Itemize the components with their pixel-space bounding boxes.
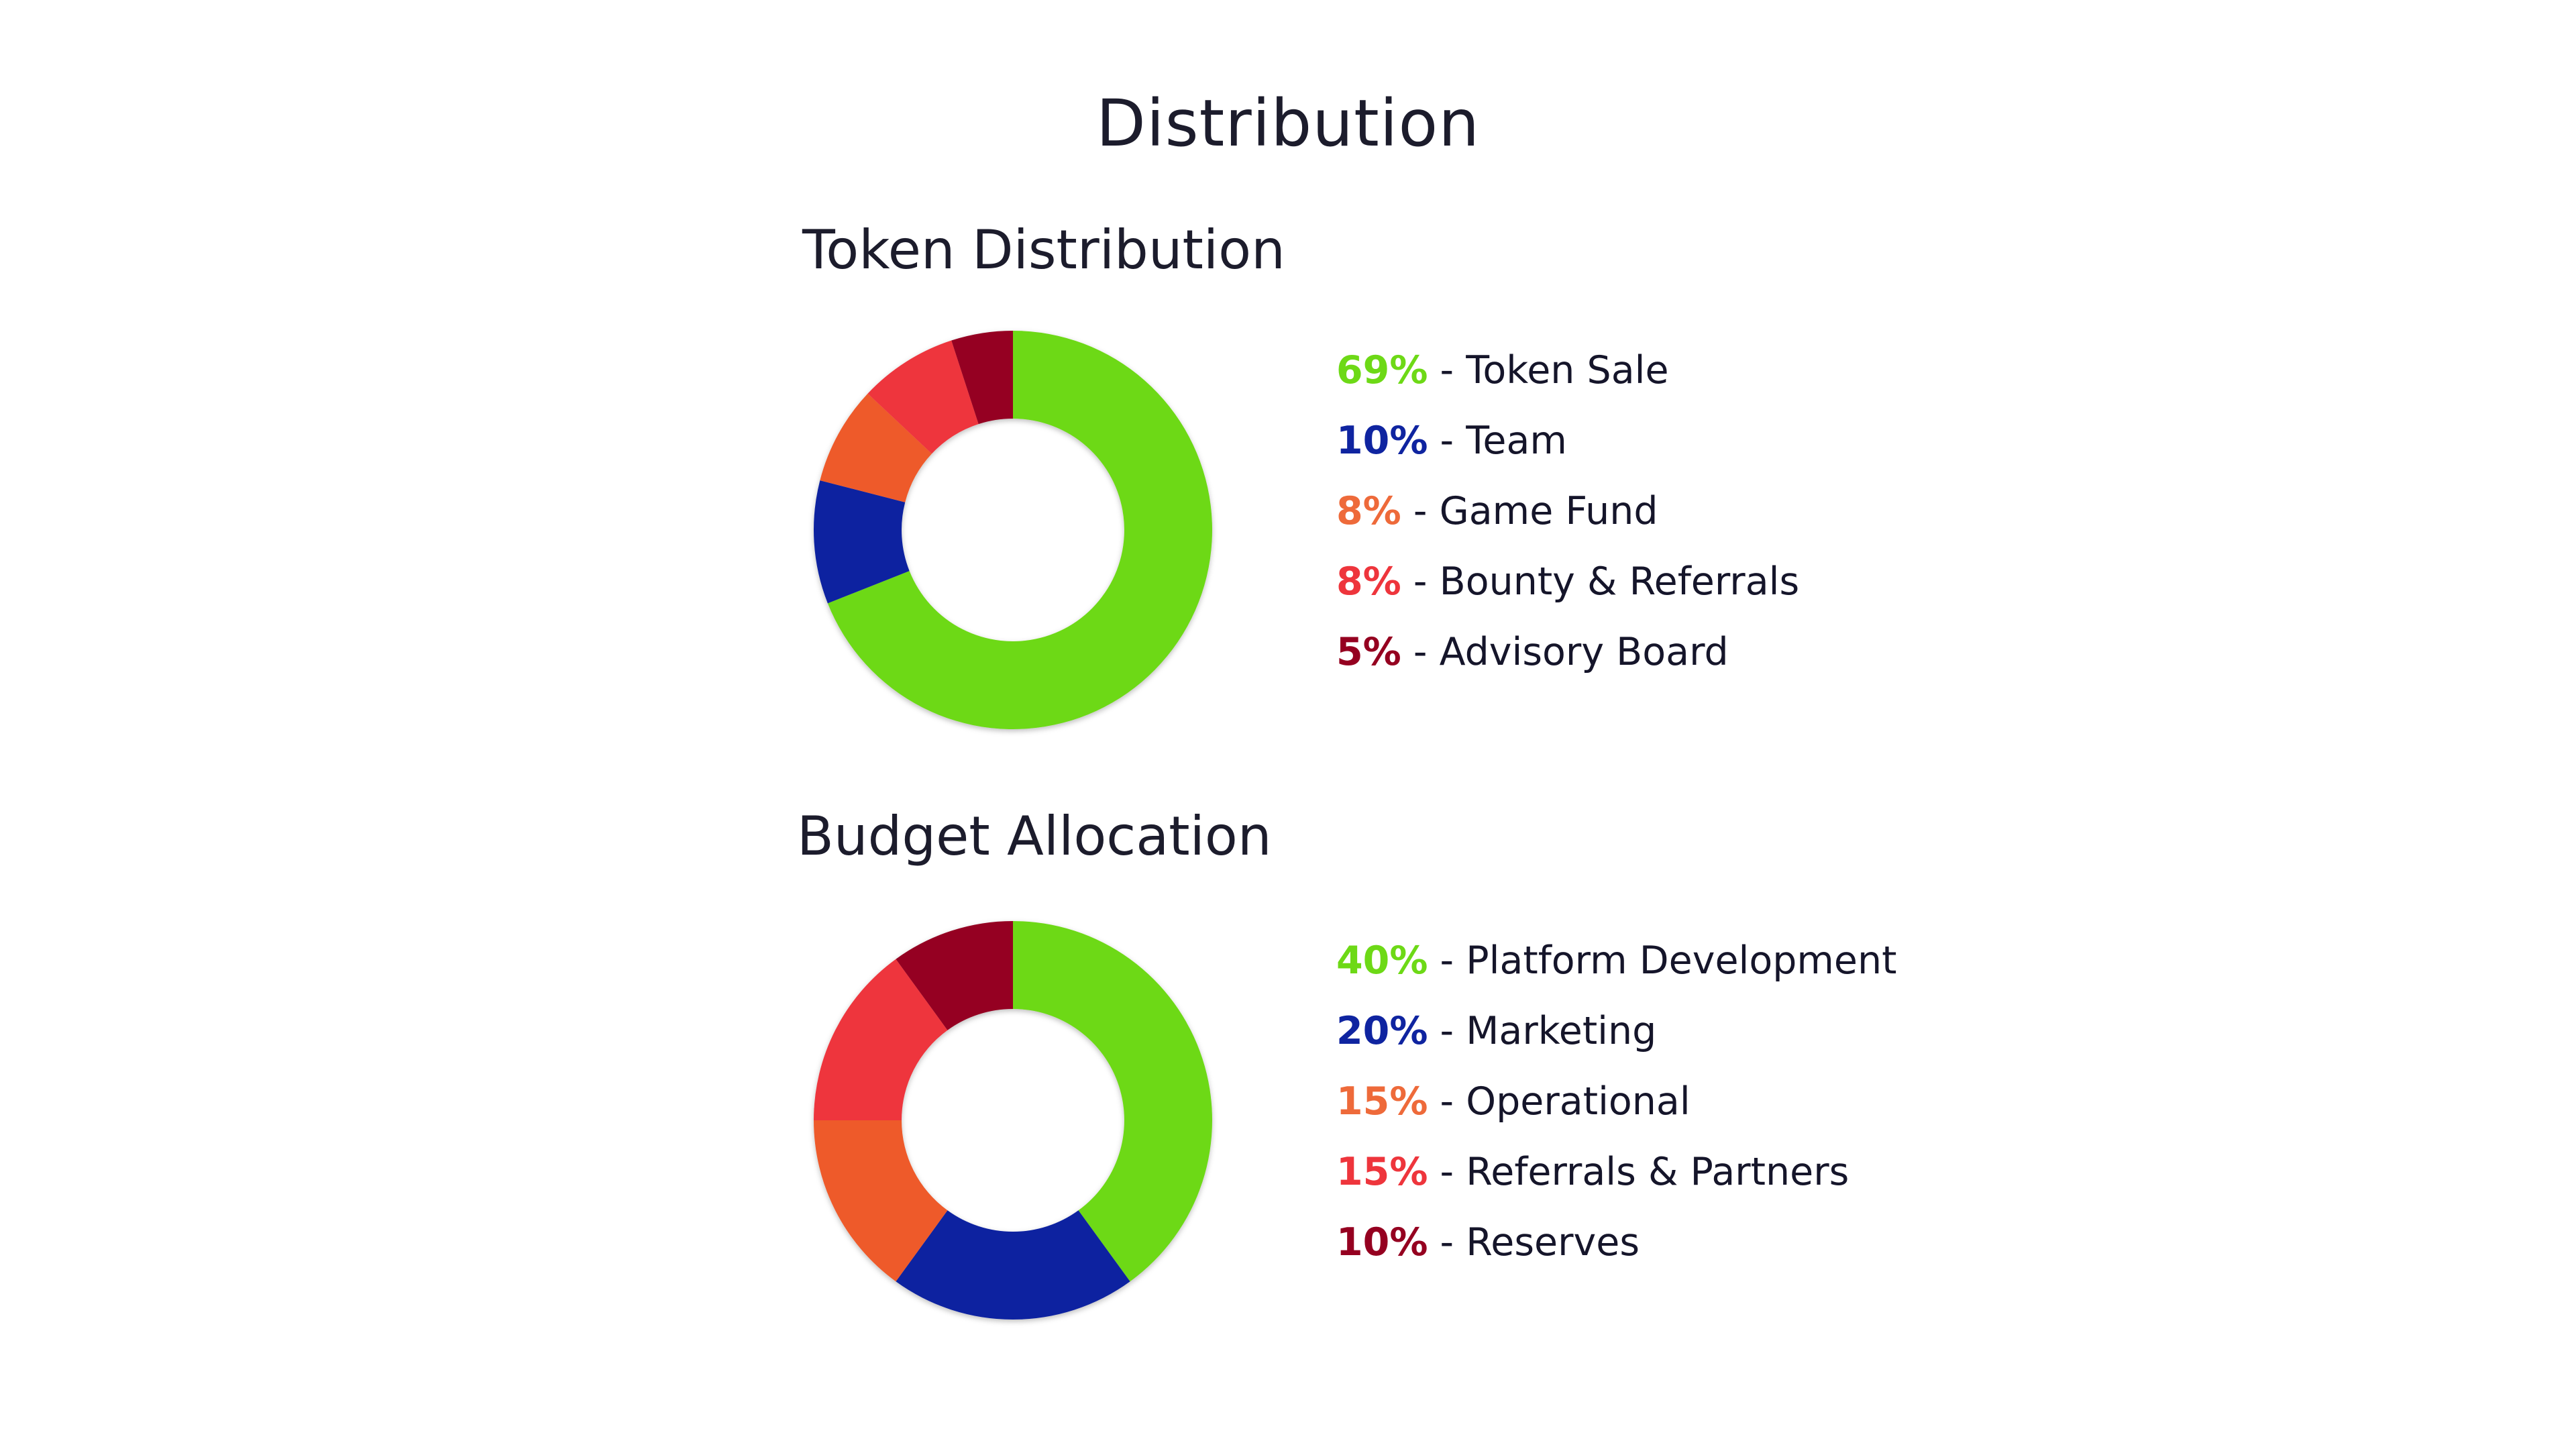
legend-label: - Referrals & Partners: [1428, 1150, 1849, 1194]
budget-allocation-donut-chart: [814, 921, 1212, 1320]
legend-item-bounty-and-referrals: 8% - Bounty & Referrals: [1336, 547, 1799, 617]
legend-percent: 69%: [1336, 348, 1428, 392]
legend-label: - Reserves: [1428, 1220, 1640, 1265]
legend-label: - Team: [1428, 419, 1567, 463]
donut-slice-bounty-and-referrals: [867, 340, 979, 454]
donut-slice-platform-development: [1013, 921, 1212, 1282]
donut-slice-token-sale: [827, 331, 1212, 729]
legend-percent: 10%: [1336, 419, 1428, 463]
legend-percent: 20%: [1336, 1009, 1428, 1053]
legend-percent: 15%: [1336, 1079, 1428, 1124]
donut-slice-referrals-and-partners: [814, 959, 948, 1120]
legend-item-platform-development: 40% - Platform Development: [1336, 926, 1896, 996]
token-distribution-legend: 69% - Token Sale 10% - Team 8% - Game Fund…: [1336, 335, 1799, 688]
token-distribution-donut-chart: [814, 331, 1212, 729]
legend-percent: 40%: [1336, 938, 1428, 983]
legend-percent: 8%: [1336, 559, 1401, 604]
budget-allocation-legend: 40% - Platform Development 20% - Marketin…: [1336, 926, 1896, 1278]
donut-slice-team: [814, 480, 910, 604]
budget-allocation-title: Budget Allocation: [797, 805, 1272, 867]
legend-item-token-sale: 69% - Token Sale: [1336, 335, 1799, 406]
donut-slice-reserves: [896, 921, 1013, 1030]
legend-label: - Marketing: [1428, 1009, 1657, 1053]
donut-slice-marketing: [896, 1210, 1130, 1320]
legend-item-marketing: 20% - Marketing: [1336, 996, 1896, 1067]
legend-item-advisory-board: 5% - Advisory Board: [1336, 617, 1799, 688]
legend-label: - Platform Development: [1428, 938, 1897, 983]
legend-label: - Game Fund: [1401, 489, 1658, 533]
donut-slice-operational: [814, 1120, 948, 1282]
legend-item-game-fund: 8% - Game Fund: [1336, 476, 1799, 547]
legend-item-operational: 15% - Operational: [1336, 1067, 1896, 1137]
page-title: Distribution: [1095, 86, 1481, 161]
donut-slice-advisory-board: [951, 331, 1013, 425]
legend-percent: 15%: [1336, 1150, 1428, 1194]
legend-label: - Operational: [1428, 1079, 1690, 1124]
legend-label: - Token Sale: [1428, 348, 1669, 392]
legend-label: - Bounty & Referrals: [1401, 559, 1800, 604]
legend-item-team: 10% - Team: [1336, 406, 1799, 476]
legend-percent: 5%: [1336, 630, 1401, 674]
legend-item-reserves: 10% - Reserves: [1336, 1208, 1896, 1278]
legend-percent: 8%: [1336, 489, 1401, 533]
legend-percent: 10%: [1336, 1220, 1428, 1265]
donut-slice-game-fund: [820, 393, 932, 502]
legend-label: - Advisory Board: [1401, 630, 1729, 674]
legend-item-referrals-and-partners: 15% - Referrals & Partners: [1336, 1137, 1896, 1208]
token-distribution-title: Token Distribution: [802, 219, 1285, 281]
